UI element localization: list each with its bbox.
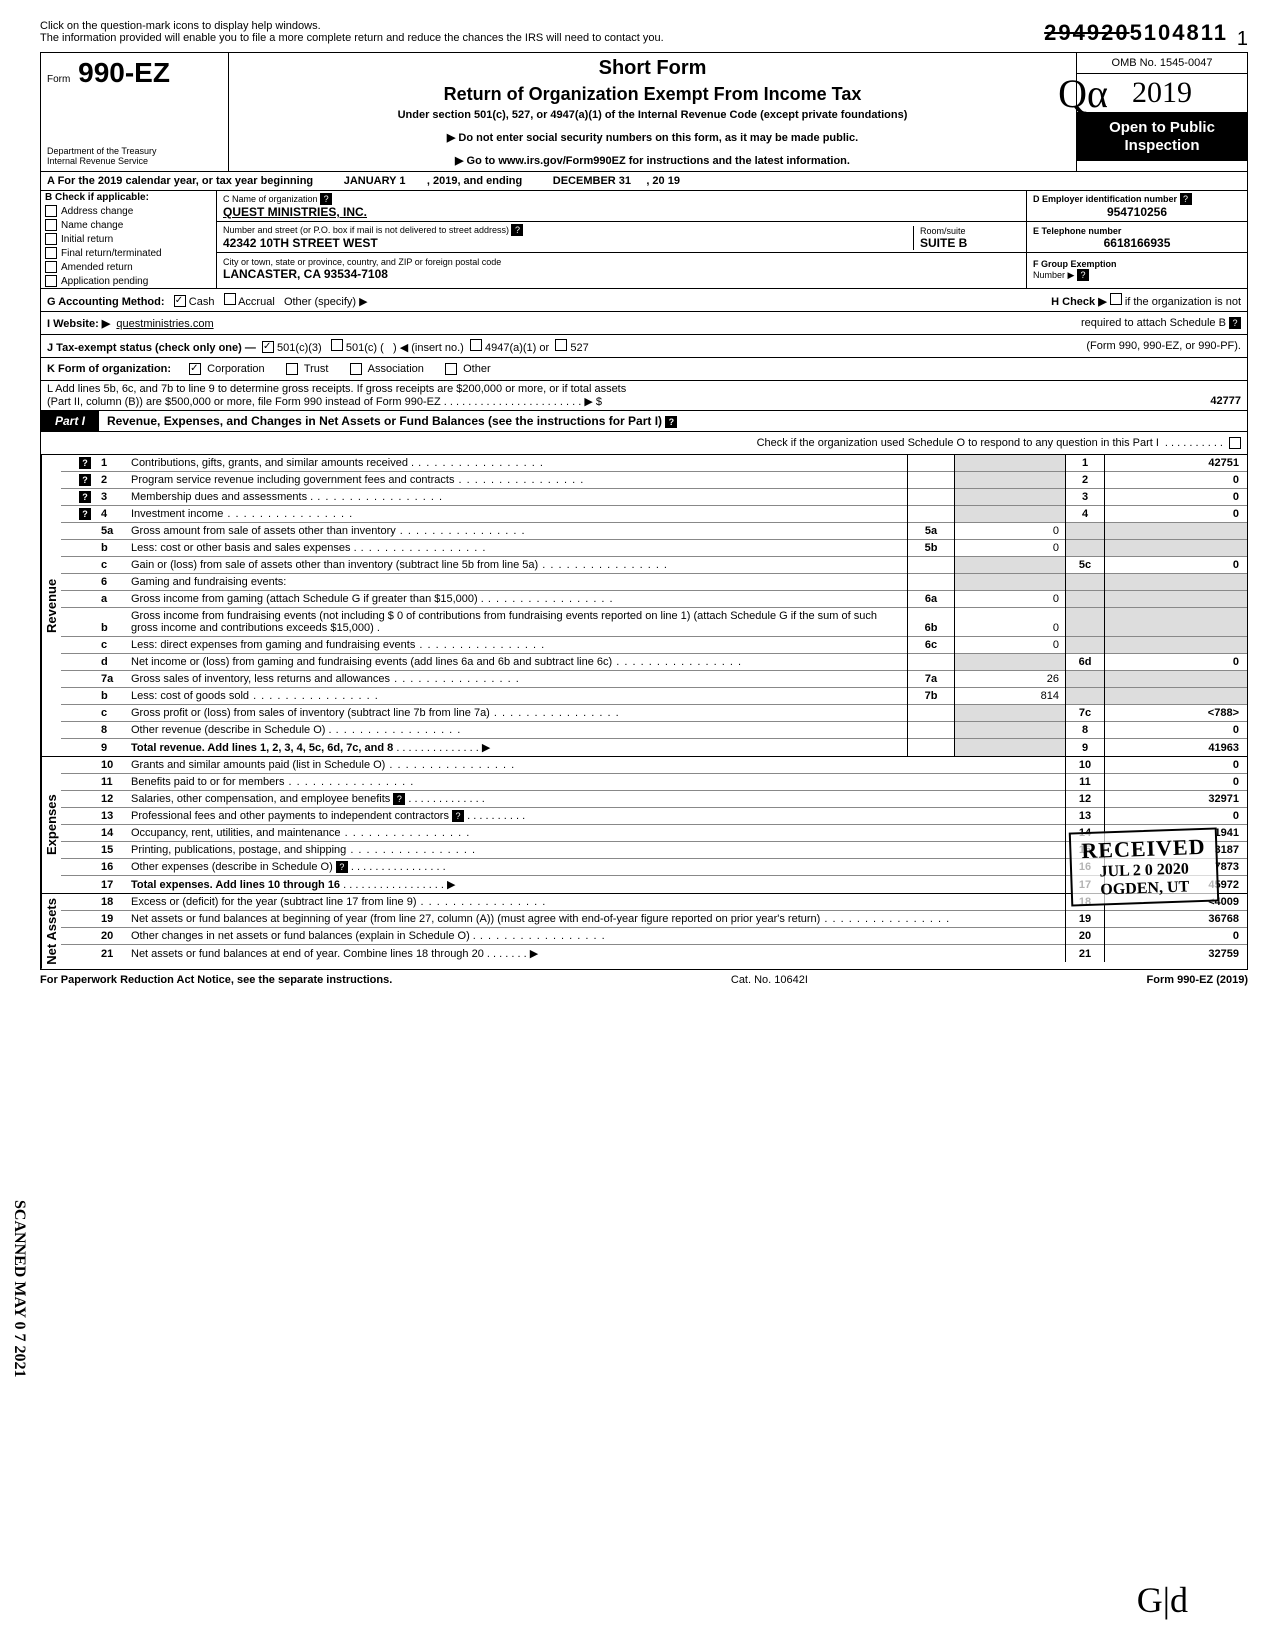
open-inspection: Open to Public Inspection bbox=[1077, 113, 1247, 161]
chk-amended[interactable] bbox=[45, 261, 57, 273]
chk-4947[interactable] bbox=[470, 339, 482, 351]
goto-note: ▶ Go to www.irs.gov/Form990EZ for instru… bbox=[237, 154, 1068, 167]
ssn-warning: ▶ Do not enter social security numbers o… bbox=[237, 131, 1068, 144]
chk-assoc[interactable] bbox=[350, 363, 362, 375]
chk-527[interactable] bbox=[555, 339, 567, 351]
row-k: K Form of organization: Corporation Trus… bbox=[40, 358, 1248, 381]
chk-cash[interactable] bbox=[174, 295, 186, 307]
expense-lines: 10Grants and similar amounts paid (list … bbox=[61, 757, 1247, 893]
chk-address[interactable] bbox=[45, 205, 57, 217]
signature-mark: G|d bbox=[1137, 1579, 1188, 1621]
row-l: L Add lines 5b, 6c, and 7b to line 9 to … bbox=[40, 381, 1248, 411]
part-1-check: Check if the organization used Schedule … bbox=[40, 432, 1248, 455]
row-h2: required to attach Schedule B ? bbox=[1081, 317, 1241, 329]
dept-treasury: Department of the Treasury Internal Reve… bbox=[47, 147, 222, 167]
row-g: G Accounting Method: Cash Accrual Other … bbox=[47, 293, 368, 308]
help-icon[interactable]: ? bbox=[320, 193, 332, 205]
telephone: 6618166935 bbox=[1033, 236, 1241, 250]
row-j: J Tax-exempt status (check only one) — 5… bbox=[47, 339, 589, 354]
chk-501c3[interactable] bbox=[262, 341, 274, 353]
row-h3: (Form 990, 990-EZ, or 990-PF). bbox=[1086, 340, 1241, 352]
help-icon[interactable]: ? bbox=[511, 224, 523, 236]
chk-other-org[interactable] bbox=[445, 363, 457, 375]
chk-corp[interactable] bbox=[189, 363, 201, 375]
scanned-stamp: SCANNED MAY 0 7 2021 bbox=[10, 1200, 28, 1378]
net-asset-lines: 18Excess or (deficit) for the year (subt… bbox=[61, 894, 1247, 962]
col-b-checkboxes: B Check if applicable: Address change Na… bbox=[41, 191, 217, 288]
org-name: QUEST MINISTRIES, INC. bbox=[223, 205, 367, 219]
ein: 954710256 bbox=[1033, 205, 1241, 219]
under-section: Under section 501(c), 527, or 4947(a)(1)… bbox=[237, 109, 1068, 121]
city-state-zip: LANCASTER, CA 93534-7108 bbox=[223, 267, 501, 281]
chk-accrual[interactable] bbox=[224, 293, 236, 305]
short-form-title: Short Form bbox=[237, 57, 1068, 80]
net-assets-label: Net Assets bbox=[41, 894, 61, 969]
help-icon[interactable]: ? bbox=[665, 416, 677, 428]
chk-pending[interactable] bbox=[45, 275, 57, 287]
page-number: 1 bbox=[1237, 28, 1248, 51]
row-h: H Check ▶ if the organization is not bbox=[1051, 293, 1241, 308]
help-icon[interactable]: ? bbox=[1180, 193, 1192, 205]
chk-name[interactable] bbox=[45, 219, 57, 231]
chk-501c[interactable] bbox=[331, 339, 343, 351]
expenses-label: Expenses bbox=[41, 757, 61, 893]
part-1-header: Part I Revenue, Expenses, and Changes in… bbox=[40, 411, 1248, 432]
chk-sched-b[interactable] bbox=[1110, 293, 1122, 305]
help-icon[interactable]: ? bbox=[1229, 317, 1241, 329]
row-a-tax-year: A For the 2019 calendar year, or tax yea… bbox=[40, 172, 1248, 191]
chk-sched-o[interactable] bbox=[1229, 437, 1241, 449]
page-footer: For Paperwork Reduction Act Notice, see … bbox=[40, 974, 1248, 986]
chk-trust[interactable] bbox=[286, 363, 298, 375]
chk-final[interactable] bbox=[45, 247, 57, 259]
revenue-lines: ?1Contributions, gifts, grants, and simi… bbox=[61, 455, 1247, 756]
row-i: I Website: ▶ questministries.com bbox=[47, 317, 214, 330]
form-number: Form 990-EZ bbox=[47, 57, 222, 89]
hand-initials: Qα bbox=[1058, 70, 1108, 117]
received-stamp: RECEIVED JUL 2 0 2020 OGDEN, UT bbox=[1069, 827, 1220, 906]
street: 42342 10TH STREET WEST bbox=[223, 236, 913, 250]
suite: SUITE B bbox=[920, 236, 1020, 250]
help-icon[interactable]: ? bbox=[1077, 269, 1089, 281]
return-title: Return of Organization Exempt From Incom… bbox=[237, 84, 1068, 105]
dln-stamp: 2949205104811 bbox=[1044, 20, 1228, 46]
revenue-label: Revenue bbox=[41, 455, 61, 756]
chk-initial[interactable] bbox=[45, 233, 57, 245]
